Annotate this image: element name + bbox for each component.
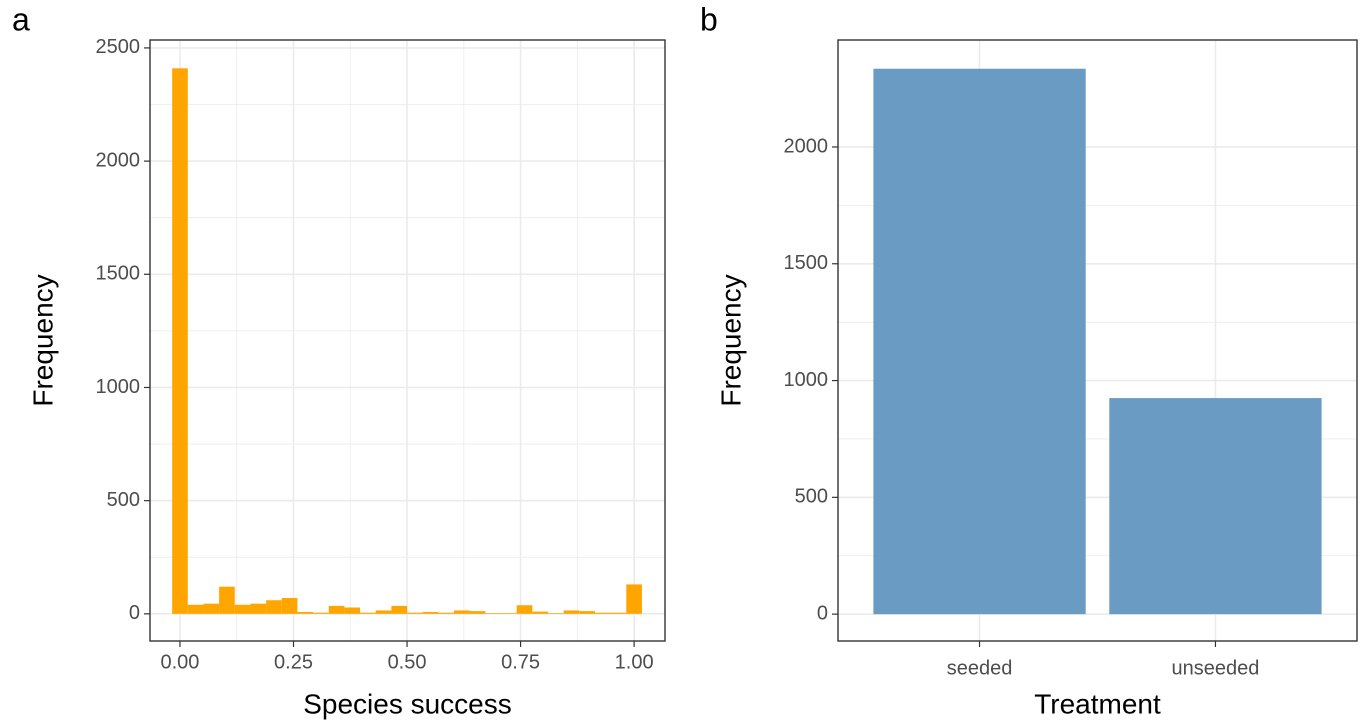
histogram-bar [594,612,611,614]
histogram-bar [563,610,580,614]
histogram-bar [469,611,486,614]
histogram-bar [297,612,314,614]
panel: 0 500 1000 1500 2000 2500 0.00 0.25 0.50 0.75 1.00… [12,1,666,719]
plot-border [837,39,1358,642]
histogram-bar [579,611,595,614]
y-tick-label: 1500 [784,252,829,274]
panel: 0 500 1000 1500 2000 seeded unseeded Treatment F… [700,1,1358,719]
histogram-bar [438,612,455,614]
histogram-bar [203,603,220,614]
histogram-bar [266,600,282,614]
histogram-bar [626,584,642,614]
histogram-bar [219,586,235,614]
plot-border [149,39,666,642]
x-tick-label: 0.00 [161,651,200,673]
y-tick-label: 1500 [96,263,141,285]
histogram-bar [172,68,188,614]
panel-label: b [700,1,718,37]
bar [873,68,1086,615]
bar [1109,398,1322,615]
x-tick-label: seeded [947,657,1013,679]
x-axis-title: Species success [303,688,512,719]
x-tick-label: 0.25 [274,651,313,673]
histogram-bar [454,610,470,614]
histogram-bar [391,605,408,614]
y-tick-label: 1000 [784,369,829,391]
histogram-bar [344,607,361,614]
x-tick-label: 1.00 [615,651,654,673]
histogram-bar [375,610,392,614]
y-tick-label: 2000 [96,149,141,171]
histogram-bar [516,605,533,614]
histogram-bar [328,605,345,614]
histogram-bar [610,612,627,614]
x-tick-label: 0.75 [501,651,540,673]
histogram-bar [422,612,439,614]
y-axis-title: Frequency [715,274,746,406]
y-axis-title: Frequency [27,274,58,406]
x-tick-label: 0.50 [388,651,427,673]
y-tick-label: 0 [817,602,828,624]
histogram-bar [407,612,423,614]
y-tick-label: 1000 [96,376,141,398]
x-axis-title: Treatment [1034,688,1161,719]
y-tick-label: 500 [107,489,140,511]
y-tick-label: 500 [795,486,828,508]
histogram-bar [234,604,251,614]
histogram-bar [187,604,204,614]
y-tick-label: 0 [129,602,140,624]
histogram-bar [501,613,517,614]
y-tick-label: 2500 [96,36,141,58]
histogram-bar [313,612,329,614]
x-tick-label: unseeded [1172,657,1260,679]
histogram-bar [250,603,267,614]
histogram-bar [547,613,564,614]
panel-label: a [12,1,30,37]
histogram-bar [281,597,298,614]
histogram-bar [532,611,548,614]
histogram-bar [360,612,376,614]
y-tick-label: 2000 [784,135,829,157]
histogram-bar [485,613,502,614]
